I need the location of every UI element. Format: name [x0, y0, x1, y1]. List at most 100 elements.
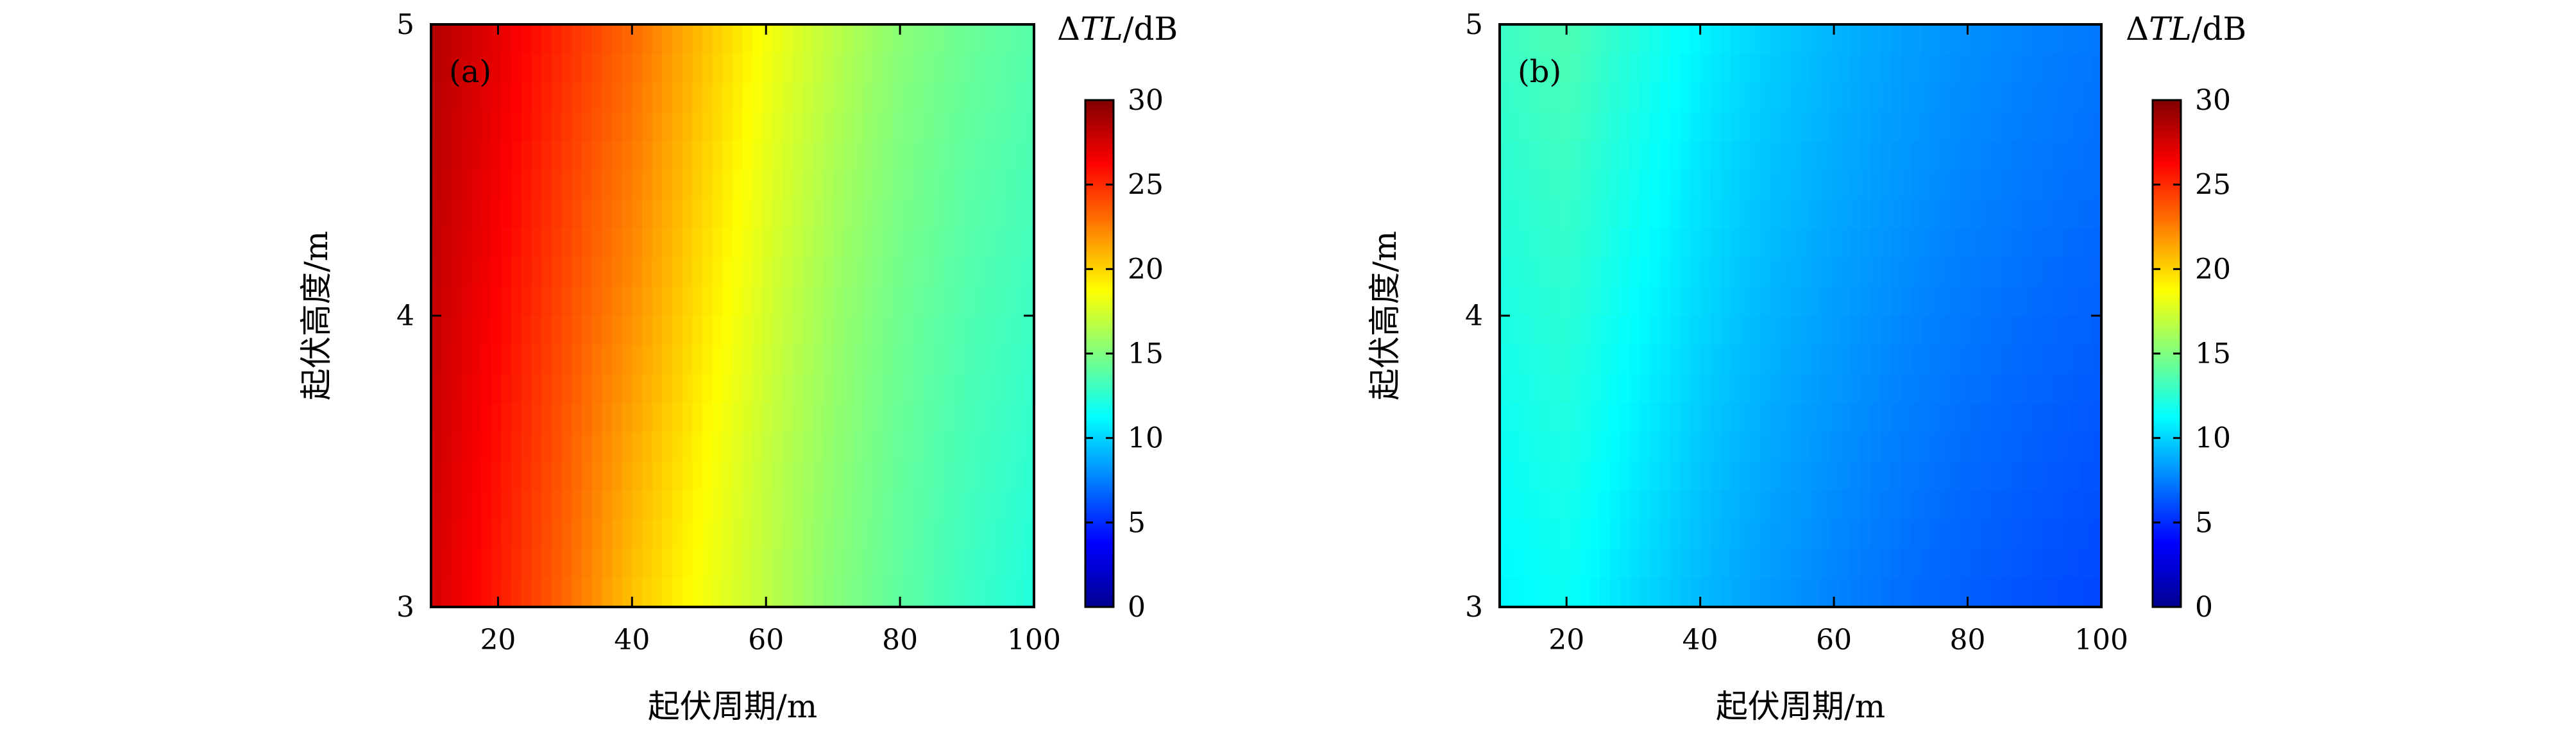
heatmap-cell	[1740, 577, 1751, 608]
heatmap-cell	[1981, 461, 1992, 491]
heatmap-cell	[1730, 403, 1741, 433]
heatmap-cell	[1720, 461, 1731, 491]
heatmap-cell	[933, 490, 944, 520]
heatmap-cell	[873, 112, 884, 142]
panel-a: 20 40 60 80 100345(a)起伏周期/m起伏高度/m05101520253…	[298, 8, 1178, 725]
heatmap-cell	[1024, 461, 1035, 491]
heatmap-cell	[883, 257, 894, 287]
heatmap-cell	[1860, 228, 1872, 258]
heatmap-cell	[963, 112, 974, 142]
heatmap-cell	[672, 82, 683, 112]
heatmap-cell	[471, 141, 482, 171]
heatmap-cell	[602, 549, 613, 579]
heatmap-cell	[1690, 199, 1701, 229]
heatmap-cell	[501, 577, 513, 608]
heatmap-cell	[1720, 170, 1731, 200]
heatmap-cell	[903, 257, 914, 287]
heatmap-cell	[1961, 82, 1972, 112]
heatmap-cell	[783, 432, 793, 462]
heatmap-cell	[612, 373, 623, 404]
colorbar-title-var: TL	[1080, 10, 1123, 47]
heatmap-cell	[1851, 432, 1861, 462]
heatmap-cell	[1700, 519, 1711, 549]
heatmap-cell	[2001, 199, 2012, 229]
heatmap-cell	[1580, 461, 1591, 491]
heatmap-cell	[1760, 82, 1771, 112]
heatmap-cell	[1589, 228, 1601, 258]
heatmap-cell	[552, 141, 563, 171]
heatmap-cell	[451, 112, 462, 142]
heatmap-cell	[2081, 549, 2092, 579]
heatmap-cell	[642, 24, 653, 55]
heatmap-cell	[802, 24, 814, 55]
heatmap-cell	[1013, 53, 1025, 83]
heatmap-cell	[772, 141, 784, 171]
heatmap-cell	[1981, 373, 1992, 404]
heatmap-cell	[692, 286, 703, 316]
heatmap-cell	[591, 549, 603, 579]
heatmap-cell	[1830, 24, 1842, 55]
heatmap-cell	[853, 112, 864, 142]
heatmap-cell	[1851, 53, 1861, 83]
heatmap-cell	[2041, 373, 2052, 404]
heatmap-cell	[843, 112, 854, 142]
x-tick-label: 20	[480, 624, 516, 656]
heatmap-cell	[1901, 24, 1911, 55]
heatmap-cell	[1910, 24, 1922, 55]
heatmap-cell	[531, 373, 543, 404]
heatmap-cell	[1780, 286, 1792, 316]
heatmap-cell	[1609, 199, 1621, 229]
heatmap-cell	[602, 112, 613, 142]
heatmap-cell	[1013, 577, 1025, 608]
heatmap-cell	[1940, 112, 1952, 142]
heatmap-cell	[572, 199, 582, 229]
heatmap-cell	[1013, 519, 1025, 549]
heatmap-cell	[1520, 373, 1530, 404]
heatmap-cell	[1951, 490, 1962, 520]
heatmap-cell	[541, 490, 552, 520]
heatmap-cell	[1730, 373, 1741, 404]
heatmap-cell	[1750, 345, 1761, 375]
heatmap-cell	[461, 228, 472, 258]
heatmap-cell	[1630, 199, 1641, 229]
heatmap-cell	[2091, 257, 2102, 287]
heatmap-cell	[1901, 403, 1911, 433]
heatmap-cell	[471, 286, 482, 316]
heatmap-cell	[1760, 112, 1771, 142]
heatmap-cell	[1600, 112, 1611, 142]
heatmap-cell	[923, 286, 935, 316]
heatmap-cell	[953, 228, 965, 258]
heatmap-cell	[2021, 519, 2032, 549]
heatmap-cell	[813, 82, 824, 112]
heatmap-cell	[893, 199, 904, 229]
heatmap-cell	[632, 82, 643, 112]
heatmap-cell	[1920, 170, 1932, 200]
heatmap-cell	[1710, 577, 1721, 608]
heatmap-cell	[702, 373, 713, 404]
heatmap-cell	[1881, 286, 1892, 316]
heatmap-cell	[712, 286, 724, 316]
heatmap-cell	[1500, 519, 1511, 549]
y-axis-title: 起伏高度/m	[1366, 231, 1403, 400]
heatmap-cell	[2021, 373, 2032, 404]
heatmap-cell	[843, 199, 854, 229]
heatmap-cell	[582, 228, 593, 258]
heatmap-cell	[521, 141, 532, 171]
heatmap-cell	[1500, 82, 1511, 112]
heatmap-cell	[1640, 82, 1651, 112]
heatmap-cell	[1910, 141, 1922, 171]
heatmap-cell	[763, 432, 774, 462]
heatmap-cell	[1620, 257, 1631, 287]
heatmap-cell	[853, 549, 864, 579]
heatmap-cell	[441, 461, 452, 491]
heatmap-cell	[672, 316, 683, 346]
heatmap-cell	[983, 82, 995, 112]
heatmap-cell	[431, 373, 442, 404]
heatmap-cell	[1589, 577, 1601, 608]
heatmap-cell	[1620, 461, 1631, 491]
heatmap-cell	[1680, 316, 1691, 346]
colorbar-tick-label: 5	[2195, 506, 2213, 539]
heatmap-cell	[772, 199, 784, 229]
heatmap-cell	[2081, 170, 2092, 200]
heatmap-cell	[1790, 82, 1801, 112]
